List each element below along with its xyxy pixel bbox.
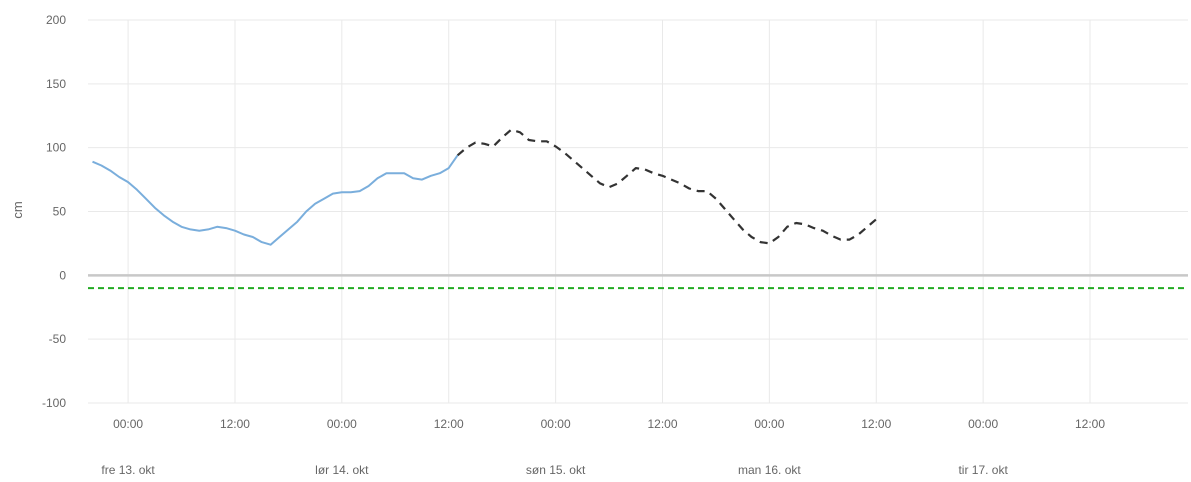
x-tick-label: 00:00 <box>754 417 784 431</box>
y-tick-label: 0 <box>59 268 66 282</box>
y-axis-ticks: 200 150 100 50 0 -50 -100 <box>42 13 66 410</box>
x-tick-label: 00:00 <box>113 417 143 431</box>
y-axis-label: cm <box>10 201 25 218</box>
y-tick-label: -50 <box>49 332 67 346</box>
y-tick-label: 50 <box>53 205 67 219</box>
day-label: man 16. okt <box>738 463 801 477</box>
x-axis-day-labels: fre 13. okt lør 14. okt søn 15. okt man 16.… <box>101 463 1008 477</box>
observed-line <box>92 154 459 246</box>
y-tick-label: 150 <box>46 77 66 91</box>
series-lines <box>92 128 878 246</box>
x-tick-label: 00:00 <box>327 417 357 431</box>
x-tick-label: 12:00 <box>647 417 677 431</box>
day-label: tir 17. okt <box>958 463 1008 477</box>
day-label: lør 14. okt <box>315 463 369 477</box>
day-label: søn 15. okt <box>526 463 586 477</box>
horizontal-gridlines <box>88 19 1188 404</box>
y-tick-label: 100 <box>46 141 66 155</box>
day-label: fre 13. okt <box>101 463 155 477</box>
y-tick-label: -100 <box>42 396 66 410</box>
x-tick-label: 00:00 <box>968 417 998 431</box>
x-tick-label: 00:00 <box>541 417 571 431</box>
forecast-line <box>456 128 878 245</box>
x-tick-label: 12:00 <box>1075 417 1105 431</box>
x-tick-label: 12:00 <box>434 417 464 431</box>
reference-lines <box>88 274 1188 290</box>
x-tick-label: 12:00 <box>861 417 891 431</box>
x-tick-label: 12:00 <box>220 417 250 431</box>
y-tick-label: 200 <box>46 13 66 27</box>
x-axis-time-ticks: 00:00 12:00 00:00 12:00 00:00 12:00 00:00 12:00… <box>113 417 1105 431</box>
